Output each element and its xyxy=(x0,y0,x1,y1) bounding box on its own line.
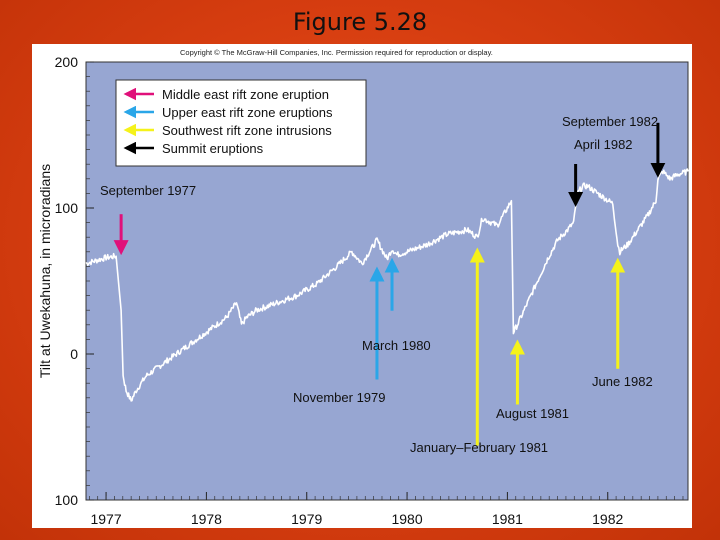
legend-label: Upper east rift zone eruptions xyxy=(162,105,333,120)
legend-label: Summit eruptions xyxy=(162,141,264,156)
legend-label: Middle east rift zone eruption xyxy=(162,87,329,102)
x-tick-label: 1981 xyxy=(492,511,523,527)
y-tick-label: 100 xyxy=(55,200,79,216)
y-tick-label: 100 xyxy=(55,492,79,508)
copyright-notice: Copyright © The McGraw-Hill Companies, I… xyxy=(180,48,493,57)
annotation-label: November 1979 xyxy=(293,390,386,405)
annotation-label: January–February 1981 xyxy=(410,440,548,455)
x-tick-label: 1977 xyxy=(90,511,121,527)
annotation-label: June 1982 xyxy=(592,374,653,389)
legend-box xyxy=(115,79,367,167)
slide-title: Figure 5.28 xyxy=(292,8,428,36)
y-tick-label: 0 xyxy=(70,346,78,362)
annotation-label: April 1982 xyxy=(574,137,633,152)
annotation-label: September 1977 xyxy=(100,183,196,198)
legend-label: Southwest rift zone intrusions xyxy=(162,123,332,138)
x-tick-label: 1978 xyxy=(191,511,222,527)
y-tick-label: 200 xyxy=(55,54,79,70)
annotation-label: August 1981 xyxy=(496,406,569,421)
x-tick-label: 1979 xyxy=(291,511,322,527)
x-tick-label: 1982 xyxy=(592,511,623,527)
annotation-label: September 1982 xyxy=(562,114,658,129)
x-tick-label: 1980 xyxy=(391,511,422,527)
annotation-label: March 1980 xyxy=(362,338,431,353)
tilt-series-line xyxy=(85,168,689,402)
y-axis-title: Tilt at Uwekahuna, in microradians xyxy=(37,164,53,378)
